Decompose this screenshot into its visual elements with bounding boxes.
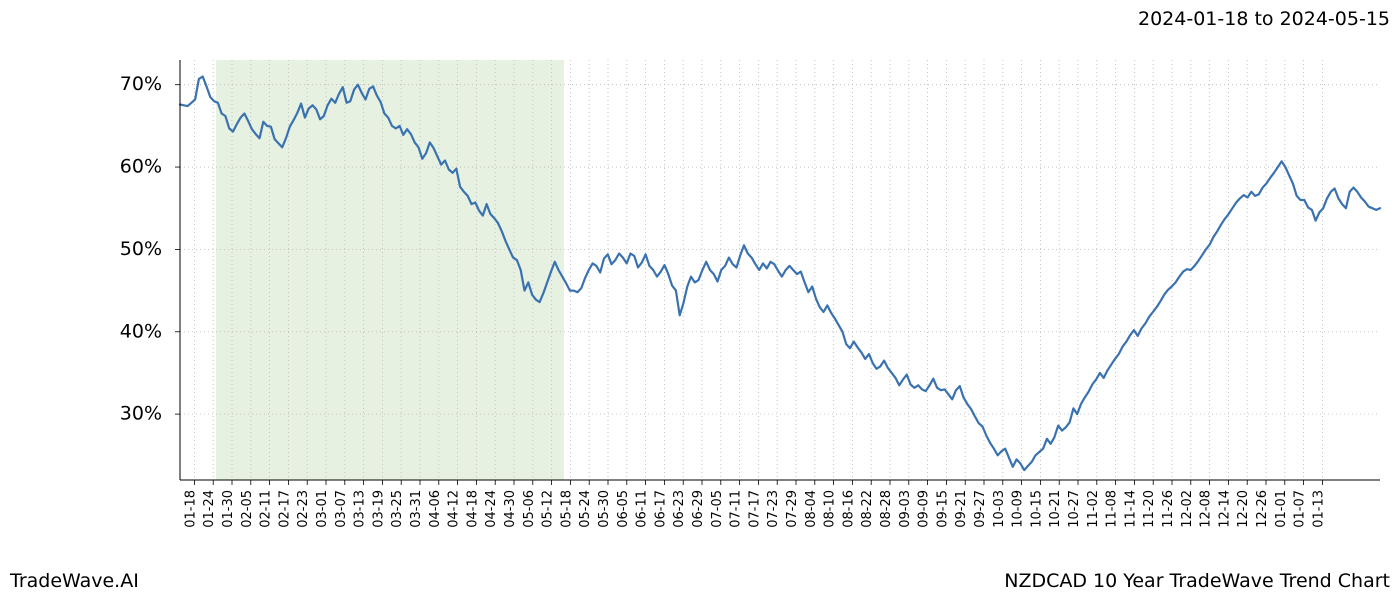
x-tick-label: 01-30	[221, 490, 236, 528]
x-tick-label: 01-13	[1311, 490, 1326, 528]
x-tick-label: 02-23	[296, 490, 311, 528]
x-tick-label: 08-10	[823, 490, 838, 528]
x-tick-label: 11-02	[1086, 490, 1101, 528]
x-tick-label: 08-16	[841, 490, 856, 528]
x-tick-label: 09-15	[935, 490, 950, 528]
x-tick-label: 05-18	[559, 490, 574, 528]
x-tick-label: 01-18	[183, 490, 198, 528]
x-tick-label: 10-09	[1011, 490, 1026, 528]
x-tick-label: 11-08	[1105, 490, 1120, 528]
x-tick-label: 11-26	[1161, 490, 1176, 528]
x-tick-label: 05-24	[578, 490, 593, 528]
x-tick-label: 03-13	[353, 490, 368, 528]
x-tick-label: 04-06	[428, 490, 443, 528]
x-tick-label: 07-11	[729, 490, 744, 528]
x-tick-label: 09-21	[954, 490, 969, 528]
x-tick-label: 06-23	[672, 490, 687, 528]
x-tick-label: 11-14	[1123, 490, 1138, 528]
x-tick-label: 07-05	[710, 490, 725, 528]
x-tick-label: 08-22	[860, 490, 875, 528]
x-tick-label: 12-08	[1199, 490, 1214, 528]
x-tick-label: 03-19	[371, 490, 386, 528]
x-tick-label: 06-05	[616, 490, 631, 528]
x-tick-label: 08-04	[804, 490, 819, 528]
x-tick-label: 04-12	[447, 490, 462, 528]
x-tick-label: 03-31	[409, 490, 424, 528]
x-tick-label: 07-17	[747, 490, 762, 528]
x-tick-label: 12-26	[1255, 490, 1270, 528]
x-tick-label: 12-20	[1236, 490, 1251, 528]
x-tick-label: 02-05	[240, 490, 255, 528]
x-tick-label: 07-23	[766, 490, 781, 528]
x-tick-label: 01-24	[202, 490, 217, 528]
x-tick-label: 07-29	[785, 490, 800, 528]
x-tick-label: 03-07	[334, 490, 349, 528]
y-tick-label: 50%	[120, 238, 162, 260]
x-tick-label: 08-28	[879, 490, 894, 528]
x-tick-label: 11-20	[1142, 490, 1157, 528]
x-tick-label: 06-29	[691, 490, 706, 528]
x-tick-label: 03-01	[315, 490, 330, 528]
y-tick-label: 60%	[120, 156, 162, 178]
x-tick-label: 10-03	[992, 490, 1007, 528]
trend-chart: 30% 40% 50% 60% 70% 01-18 01-24 01-30 02-05 02-11…	[0, 0, 1400, 600]
x-tick-label: 09-09	[917, 490, 932, 528]
x-tick-label: 01-07	[1293, 490, 1308, 528]
x-tick-label: 06-17	[653, 490, 668, 528]
x-tick-label: 09-03	[898, 490, 913, 528]
x-tick-label: 10-21	[1048, 490, 1063, 528]
x-tick-label: 04-24	[484, 490, 499, 528]
x-tick-label: 10-15	[1029, 490, 1044, 528]
y-tick-label: 30%	[120, 403, 162, 425]
x-tick-label: 02-11	[259, 490, 274, 528]
y-tick-label: 40%	[120, 320, 162, 342]
x-tick-label: 06-11	[635, 490, 650, 528]
x-tick-label: 01-01	[1274, 490, 1289, 528]
x-tick-label: 05-12	[541, 490, 556, 528]
x-tick-label: 12-02	[1180, 490, 1195, 528]
x-tick-label: 03-25	[390, 490, 405, 528]
x-tick-label: 04-30	[503, 490, 518, 528]
x-tick-label: 09-27	[973, 490, 988, 528]
x-tick-label: 02-17	[277, 490, 292, 528]
x-tick-label: 12-14	[1217, 490, 1232, 528]
x-tick-label: 05-06	[522, 490, 537, 528]
y-tick-label: 70%	[120, 73, 162, 95]
x-tick-label: 10-27	[1067, 490, 1082, 528]
x-tick-label: 04-18	[465, 490, 480, 528]
x-tick-label: 05-30	[597, 490, 612, 528]
